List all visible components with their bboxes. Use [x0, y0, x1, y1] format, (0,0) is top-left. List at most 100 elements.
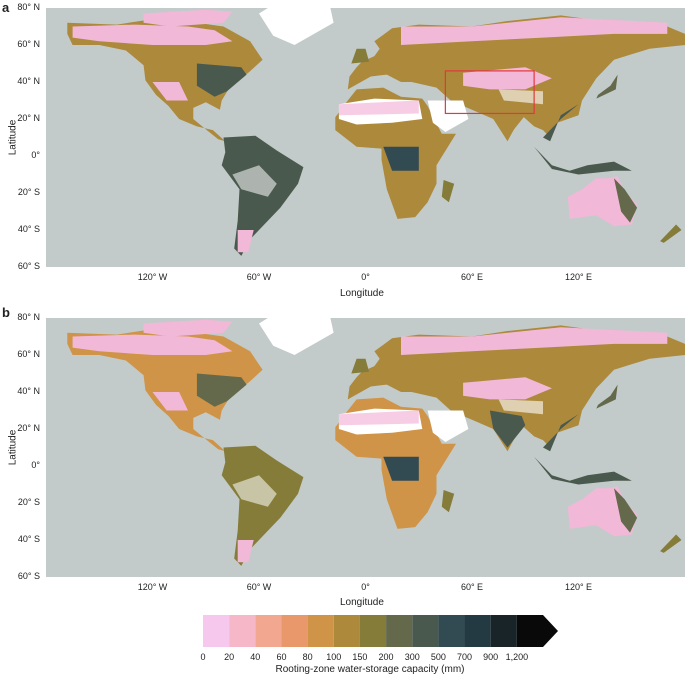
latitude-tick: 40° S	[17, 534, 40, 544]
colorbar-segment	[386, 615, 413, 647]
longitude-tick: 120° W	[137, 272, 168, 282]
new-zealand	[660, 224, 682, 243]
central-asia	[463, 67, 552, 90]
siberia-tundra	[401, 327, 668, 355]
colorbar-tick: 60	[276, 652, 287, 662]
latitude-tick: 60° N	[17, 349, 40, 359]
north-america	[67, 329, 263, 452]
patagonia	[237, 540, 254, 563]
siberia-tundra	[401, 17, 668, 45]
colorbar-segment	[307, 615, 334, 647]
longitude-tick: 60° W	[246, 582, 272, 592]
latitude-tick: 40° S	[17, 224, 40, 234]
colorbar-segment	[255, 615, 282, 647]
eastern-us-forest	[196, 63, 247, 97]
indonesia	[534, 146, 632, 175]
japan	[596, 74, 618, 99]
latitude-tick: 20° S	[17, 187, 40, 197]
colorbar-title: Rooting-zone water-storage capacity (mm)	[275, 664, 465, 675]
highlight-region-box	[444, 70, 535, 115]
latitude-tick: 40° N	[17, 76, 40, 86]
colorbar-tick: 20	[224, 652, 235, 662]
north-america-boreal	[72, 334, 233, 355]
colorbar-tick: 700	[457, 652, 473, 662]
patagonia	[237, 230, 254, 253]
colorbar-segment	[333, 615, 360, 647]
southern-edge	[46, 263, 685, 267]
latitude-tick: 20° N	[17, 113, 40, 123]
japan	[596, 384, 618, 409]
colorbar-tick: 500	[430, 652, 446, 662]
india	[489, 410, 526, 448]
latitude-tick: 80° N	[17, 2, 40, 12]
latitude-tick: 60° N	[17, 39, 40, 49]
sahara-edge	[338, 410, 419, 426]
longitude-tick: 60° W	[246, 272, 272, 282]
longitude-tick: 120° W	[137, 582, 168, 592]
latitude-tick: 0°	[31, 460, 40, 470]
southeast-asia	[543, 104, 579, 142]
us-southwest	[152, 82, 188, 101]
colorbar-tick: 300	[404, 652, 420, 662]
longitude-tick: 120° E	[564, 272, 593, 282]
colorbar-tick: 200	[378, 652, 394, 662]
colorbar-segment	[412, 615, 439, 647]
south-america	[221, 445, 304, 566]
india	[489, 100, 526, 138]
south-america	[221, 135, 304, 256]
colorbar-tick: 0	[200, 652, 206, 662]
longitude-tick: 0°	[361, 272, 370, 282]
north-america	[67, 19, 263, 142]
eastern-us-forest	[196, 373, 247, 407]
longitude-tick: 60° E	[460, 272, 484, 282]
longitude-tick: 0°	[361, 582, 370, 592]
colorbar-tick: 1,200	[505, 652, 529, 662]
madagascar	[441, 180, 455, 203]
britain	[351, 48, 370, 64]
southeast-asia	[543, 414, 579, 452]
longitude-tick: 120° E	[564, 582, 593, 592]
arctic-archipelago	[143, 9, 233, 27]
latitude-tick: 40° N	[17, 386, 40, 396]
colorbar-tick: 900	[483, 652, 499, 662]
arabian-peninsula	[427, 100, 469, 132]
colorbar-segment	[490, 615, 517, 647]
new-zealand	[660, 534, 682, 553]
latitude-tick: 0°	[31, 150, 40, 160]
north-america-boreal	[72, 24, 233, 45]
longitude-axis-title-a: Longitude	[340, 288, 384, 299]
arctic-archipelago	[143, 319, 233, 337]
madagascar	[441, 490, 455, 513]
us-southwest	[152, 392, 188, 411]
colorbar-segment	[281, 615, 308, 647]
colorbar-segment	[229, 615, 256, 647]
longitude-tick: 60° E	[460, 582, 484, 592]
latitude-tick: 20° N	[17, 423, 40, 433]
southern-edge	[46, 573, 685, 577]
colorbar-segment	[516, 615, 558, 647]
congo-basin	[383, 146, 419, 171]
colorbar-segment	[464, 615, 491, 647]
colorbar-tick: 80	[302, 652, 313, 662]
colorbar-segment	[359, 615, 387, 647]
amazon-gap	[232, 165, 277, 197]
greenland	[259, 318, 334, 355]
map-panel-a	[46, 8, 685, 267]
latitude-tick: 60° S	[17, 571, 40, 581]
latitude-tick: 20° S	[17, 497, 40, 507]
arabian-peninsula	[427, 410, 469, 442]
colorbar-segment	[438, 615, 465, 647]
britain	[351, 358, 370, 374]
panel-b-label: b	[2, 305, 10, 320]
australia-east	[614, 178, 638, 223]
longitude-axis-title-b: Longitude	[340, 597, 384, 608]
colorbar-segment	[203, 615, 230, 647]
colorbar-tick: 40	[250, 652, 261, 662]
congo-basin	[383, 456, 419, 481]
panel-a-label: a	[2, 0, 10, 15]
colorbar-tick: 150	[352, 652, 368, 662]
central-asia	[463, 377, 552, 400]
indonesia	[534, 456, 632, 485]
map-panel-b	[46, 318, 685, 577]
colorbar-tick: 100	[326, 652, 342, 662]
